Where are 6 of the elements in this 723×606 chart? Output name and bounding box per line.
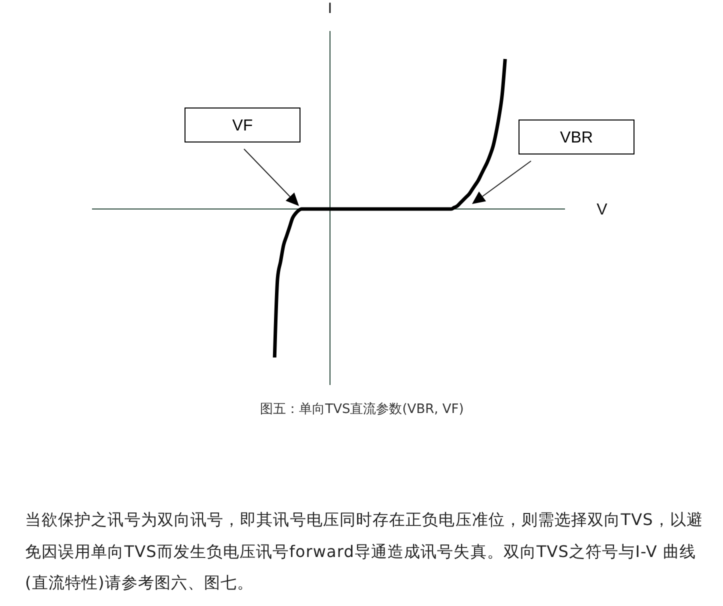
y-axis-title: I bbox=[328, 0, 332, 17]
annotation: VBR bbox=[560, 130, 593, 147]
text: 当欲保护之讯号为双向讯号，即其讯号电压同时存在正负电压准位，则需选择双向TVS，以避免因误用单向TVS而发生负电压讯号forward导通造成讯号失真。双向TVS之符号与I-V 曲线(直流特性)请参考图六、图七。 bbox=[25, 509, 704, 594]
annotation: VF bbox=[232, 118, 253, 135]
x-axis-title: V bbox=[596, 202, 608, 219]
text: 图五：单向TVS直流参数(VBR, VF) bbox=[260, 401, 464, 417]
